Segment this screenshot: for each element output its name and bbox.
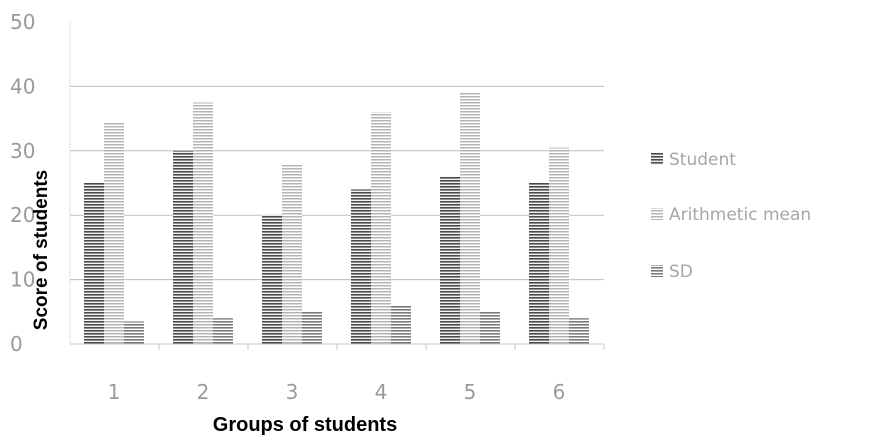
y-tick-label: 40: [10, 74, 35, 98]
bar-arithmetic-mean-4: [371, 112, 391, 344]
x-tick-label: 1: [108, 380, 121, 404]
y-tick-label: 50: [10, 10, 35, 34]
legend: Student Arithmetic mean SD: [651, 150, 811, 282]
x-tick-labels: 1 2 3 4 5 6: [108, 380, 566, 404]
bar-student-4: [351, 189, 371, 344]
bar-student-5: [440, 176, 460, 344]
legend-swatch: [651, 208, 663, 220]
x-tick-label: 3: [286, 380, 299, 404]
bar-student-6: [529, 183, 549, 344]
bar-sd-4: [391, 305, 411, 344]
bar-arithmetic-mean-3: [282, 163, 302, 344]
y-axis-title: Score of students: [31, 170, 52, 330]
y-tick-label: 10: [10, 268, 35, 292]
bar-student-1: [84, 183, 104, 344]
bar-arithmetic-mean-6: [549, 147, 569, 344]
legend-label: Student: [669, 150, 736, 170]
bar-sd-6: [569, 318, 589, 344]
bar-student-3: [262, 215, 282, 344]
x-tick-label: 4: [375, 380, 388, 404]
legend-label: Arithmetic mean: [669, 205, 811, 225]
bar-arithmetic-mean-2: [193, 102, 213, 344]
x-tick-label: 5: [464, 380, 477, 404]
y-tick-label: 20: [10, 203, 35, 227]
legend-swatch: [651, 153, 663, 165]
x-tick-label: 2: [197, 380, 210, 404]
y-tick-label: 30: [10, 139, 35, 163]
x-tick-label: 6: [553, 380, 566, 404]
gridlines: [70, 85, 604, 281]
bars: [84, 92, 589, 344]
bar-arithmetic-mean-1: [104, 121, 124, 344]
bar-sd-3: [302, 311, 322, 344]
bar-student-2: [173, 150, 193, 344]
bar-sd-2: [213, 318, 233, 344]
bar-sd-1: [124, 321, 144, 344]
y-tick-labels: 0 10 20 30 40 50: [10, 10, 35, 356]
bar-sd-5: [480, 311, 500, 344]
bar-arithmetic-mean-5: [460, 92, 480, 344]
legend-label: SD: [669, 262, 693, 282]
y-tick-label: 0: [10, 332, 23, 356]
legend-swatch: [651, 265, 663, 277]
x-axis-title: Groups of students: [213, 414, 397, 436]
axes: [69, 22, 605, 350]
